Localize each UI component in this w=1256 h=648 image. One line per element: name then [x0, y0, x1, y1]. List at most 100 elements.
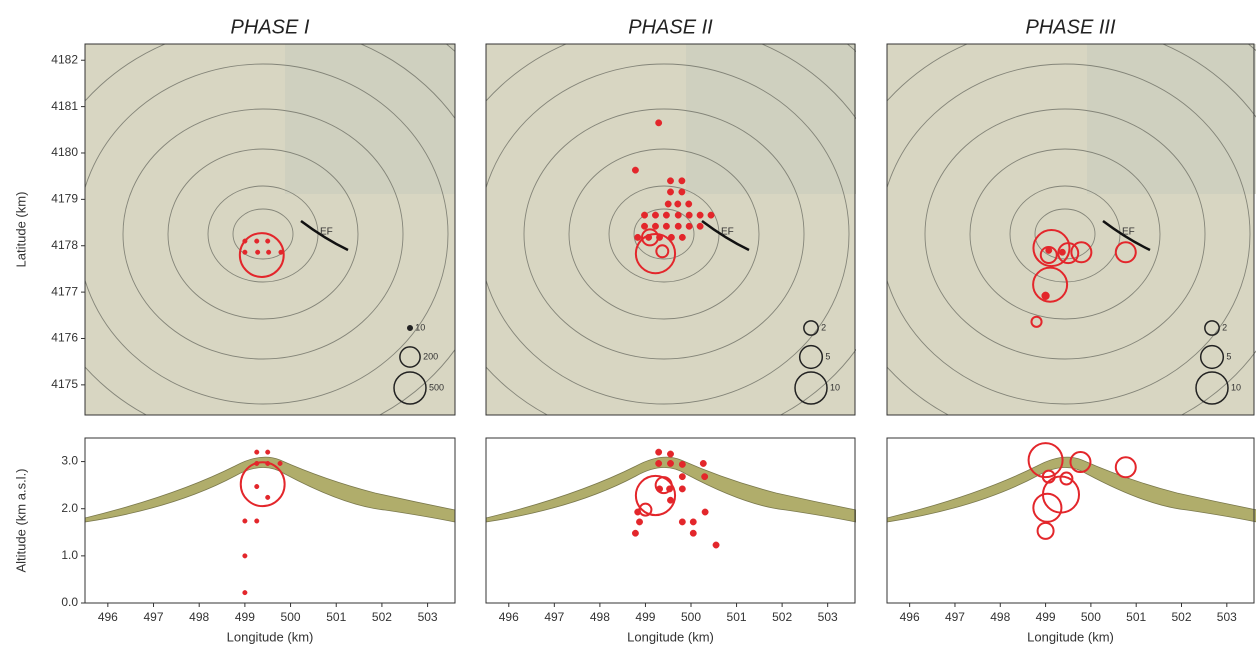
event — [636, 518, 643, 526]
legend-marker — [406, 324, 414, 332]
event — [655, 119, 663, 127]
fault-line — [1102, 219, 1151, 252]
relief-shade — [686, 44, 856, 194]
legend-label: 2 — [1222, 322, 1227, 332]
legend-marker — [1204, 320, 1220, 336]
legend-label: 10 — [415, 322, 425, 332]
x-tick-label: 496 — [98, 610, 118, 624]
event — [662, 222, 670, 230]
fault-line — [701, 219, 750, 252]
contour-line — [85, 63, 449, 405]
x-axis-label: Longitude (km) — [627, 629, 714, 644]
plot-area: EF — [486, 44, 856, 415]
x-tick-label: 496 — [900, 610, 920, 624]
event — [1045, 246, 1053, 254]
contour-line — [969, 148, 1161, 320]
event — [1114, 241, 1137, 264]
event — [239, 461, 286, 508]
section-panel: 0.0 1.0 2.0 3.0 496 497 498 499 500 501 502 503 Long… — [13, 437, 456, 644]
event — [654, 476, 673, 495]
topography — [887, 456, 1256, 523]
legend-marker — [794, 371, 828, 405]
event — [266, 249, 272, 255]
legend-marker — [798, 344, 824, 370]
event — [667, 188, 674, 196]
event — [1030, 315, 1043, 328]
event — [678, 473, 686, 481]
event — [1027, 442, 1064, 479]
event — [664, 200, 672, 208]
panel-title: PHASE I — [231, 16, 310, 38]
event — [685, 200, 693, 208]
fault-label: EF — [320, 227, 333, 238]
event — [238, 232, 285, 278]
event — [1032, 266, 1069, 303]
x-tick-label: 503 — [1217, 610, 1237, 624]
event — [678, 233, 686, 241]
relief-shade — [1087, 44, 1256, 194]
panel-title: PHASE II — [628, 16, 713, 38]
x-tick-label: 501 — [1126, 610, 1146, 624]
fault-label: EF — [721, 227, 734, 238]
x-tick-label: 500 — [681, 610, 701, 624]
x-tick-label: 500 — [1081, 610, 1101, 624]
event — [1036, 521, 1055, 540]
event — [655, 448, 663, 456]
y-tick-label: 4182 — [51, 52, 78, 66]
panel-frame — [886, 43, 1255, 416]
event — [678, 177, 686, 185]
event — [1032, 492, 1063, 523]
event — [242, 553, 248, 559]
x-tick-label: 502 — [1171, 610, 1191, 624]
event — [685, 211, 693, 219]
x-tick-label: 502 — [372, 610, 392, 624]
event — [652, 211, 659, 219]
event — [634, 233, 642, 241]
event — [641, 211, 648, 219]
panel-frame — [886, 437, 1255, 604]
contour-line — [523, 108, 805, 360]
x-tick-label: 497 — [544, 610, 564, 624]
legend-label: 5 — [1226, 351, 1231, 361]
y-tick-label: 3.0 — [61, 454, 78, 468]
event — [678, 485, 686, 493]
x-tick-label: 503 — [418, 610, 438, 624]
event — [634, 474, 677, 517]
contour-line — [486, 63, 850, 405]
event — [242, 518, 248, 524]
event — [678, 188, 686, 196]
plot-area: EF — [85, 44, 455, 415]
legend-label: 500 — [429, 382, 444, 392]
y-tick-label: 4176 — [51, 331, 78, 345]
contour-line — [887, 63, 1251, 405]
event — [667, 450, 674, 458]
y-tick-label: 4175 — [51, 377, 78, 391]
topography — [486, 456, 856, 523]
map-panel: EF 2 5 10 PHASE II — [485, 16, 856, 416]
event — [689, 518, 697, 526]
event — [674, 211, 682, 219]
y-tick-label: 4177 — [51, 284, 78, 298]
y-tick-label: 1.0 — [61, 548, 78, 562]
event — [655, 244, 670, 259]
event — [696, 222, 704, 230]
legend-marker — [1199, 344, 1225, 370]
event — [685, 222, 693, 230]
x-tick-label: 499 — [235, 610, 255, 624]
event — [641, 222, 648, 230]
event — [641, 228, 659, 247]
event — [254, 238, 260, 244]
y-axis-label: Altitude (km a.s.l.) — [13, 468, 28, 572]
event — [265, 238, 271, 244]
x-tick-label: 499 — [635, 610, 655, 624]
legend-label: 10 — [1231, 382, 1241, 392]
event — [655, 460, 663, 467]
event — [1058, 248, 1066, 256]
x-tick-label: 502 — [772, 610, 792, 624]
section-panel: 496 497 498 499 500 501 502 503 Longitude (km) — [886, 437, 1256, 644]
event — [696, 211, 704, 219]
event — [678, 460, 686, 468]
x-tick-label: 503 — [818, 610, 838, 624]
y-tick-label: 4178 — [51, 238, 78, 252]
event — [242, 590, 248, 596]
